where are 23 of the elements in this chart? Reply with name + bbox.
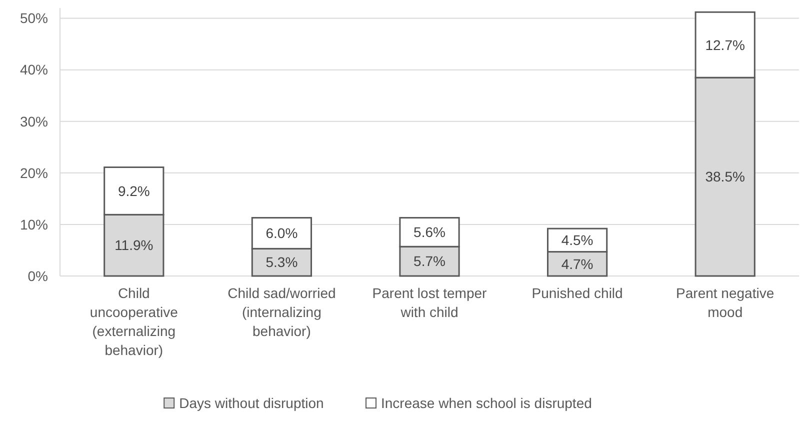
y-tick-label: 50% — [20, 10, 48, 26]
data-label: 5.6% — [414, 224, 446, 240]
y-tick-label: 40% — [20, 62, 48, 78]
data-label: 5.3% — [266, 254, 298, 270]
legend-label: Days without disruption — [179, 395, 324, 411]
data-label: 4.5% — [561, 232, 594, 248]
y-tick-label: 20% — [20, 164, 48, 181]
x-tick-label: Parent lost temper with child — [372, 285, 488, 320]
data-label: 5.7% — [414, 253, 446, 270]
x-tick-label: Punished child — [532, 285, 623, 301]
legend-label: Increase when school is disrupted — [381, 395, 592, 411]
x-tick-label: Child sad/worried (internalizing behavior) — [228, 285, 336, 339]
data-label: 38.5% — [705, 168, 745, 185]
data-label: 12.7% — [705, 36, 745, 53]
data-label: 6.0% — [266, 225, 298, 242]
x-tick-label: Parent negative mood — [676, 285, 774, 320]
data-label: 4.7% — [561, 256, 594, 272]
y-tick-label: 0% — [28, 268, 48, 284]
y-tick-label: 10% — [20, 216, 48, 232]
y-tick-label: 30% — [20, 113, 48, 130]
x-tick-label: Child uncooperative (externalizing behavior) — [90, 285, 178, 358]
data-label: 11.9% — [114, 237, 154, 254]
data-label: 9.2% — [118, 182, 150, 199]
